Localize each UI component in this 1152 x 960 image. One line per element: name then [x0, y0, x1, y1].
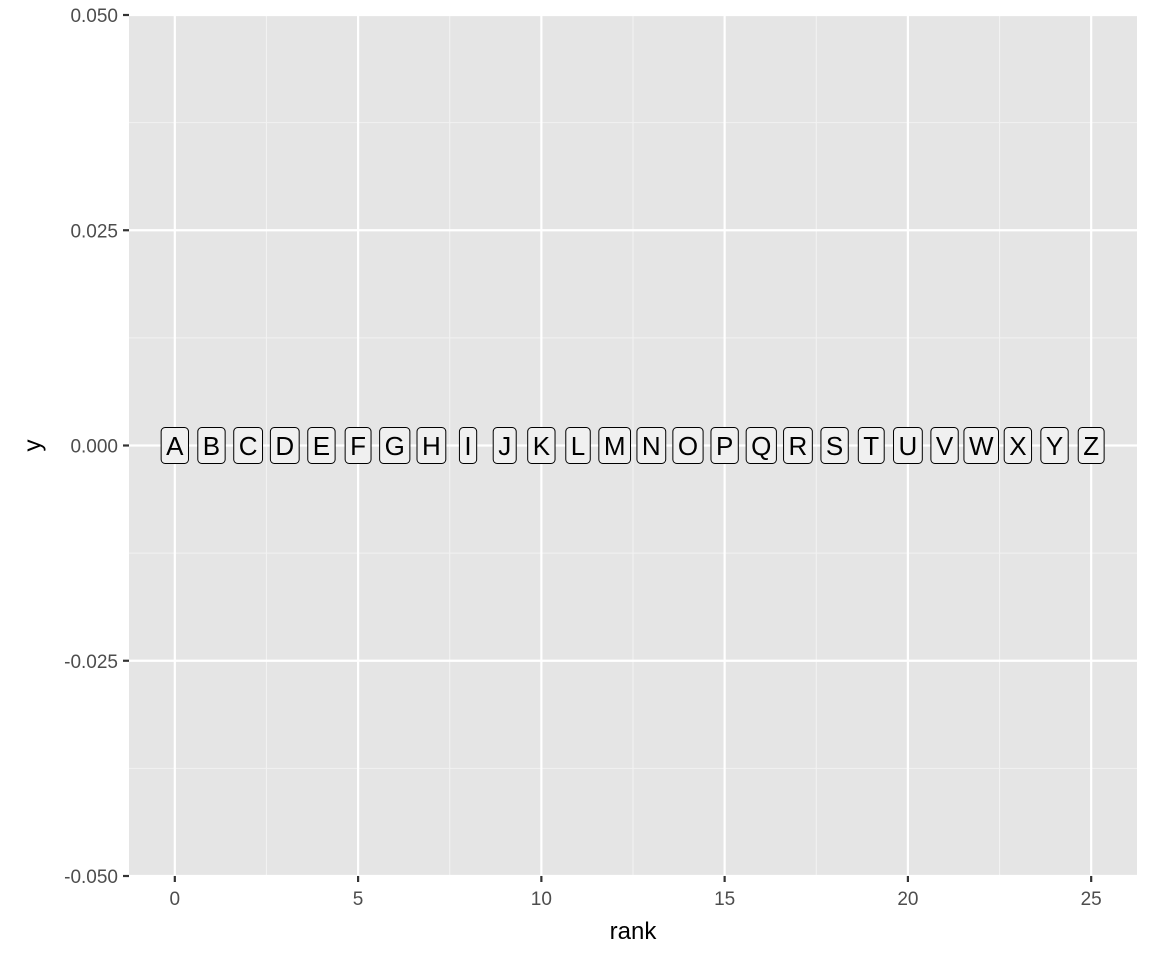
x-axis: 0 5 10 15 20 25 — [170, 876, 1102, 910]
point-label: Y — [1040, 427, 1069, 464]
label-box — [269, 427, 300, 464]
point-label: U — [893, 427, 923, 464]
x-tick-label: 5 — [353, 889, 364, 910]
point-label: D — [269, 427, 300, 464]
point-label: J — [492, 427, 517, 464]
point-label: P — [710, 427, 739, 464]
y-axis-title: y — [19, 440, 46, 452]
label-text: V — [936, 431, 954, 461]
label-text: Y — [1046, 431, 1063, 461]
label-text: L — [571, 431, 585, 461]
point-label: T — [857, 427, 885, 464]
point-label: A — [160, 427, 189, 464]
label-box — [379, 427, 411, 464]
label-text: E — [313, 431, 330, 461]
point-label: C — [233, 427, 264, 464]
label-text: Q — [751, 431, 771, 461]
x-tick-label: 10 — [531, 889, 552, 910]
label-text: D — [275, 431, 294, 461]
label-box — [820, 427, 849, 464]
y-tick-label: -0.025 — [64, 652, 118, 673]
label-box — [458, 427, 478, 464]
label-box — [930, 427, 959, 464]
label-text: A — [166, 431, 184, 461]
label-box — [598, 427, 632, 464]
y-tick-label: -0.050 — [64, 867, 118, 888]
label-text: S — [826, 431, 843, 461]
label-box — [893, 427, 923, 464]
point-label: E — [307, 427, 336, 464]
label-text: O — [678, 431, 698, 461]
x-tick-label: 0 — [170, 889, 181, 910]
point-label: O — [672, 427, 704, 464]
point-label: Q — [745, 427, 777, 464]
label-box — [160, 427, 189, 464]
label-text: T — [863, 431, 879, 461]
label-box — [857, 427, 885, 464]
y-axis: -0.050 -0.025 0.000 0.025 0.050 — [64, 6, 129, 888]
label-box — [344, 427, 372, 464]
point-label: M — [598, 427, 632, 464]
label-box — [963, 427, 999, 464]
label-box — [492, 427, 517, 464]
point-label: L — [565, 427, 591, 464]
label-box — [527, 427, 556, 464]
y-tick-label: 0.000 — [70, 437, 118, 458]
y-tick-label: 0.050 — [70, 6, 118, 27]
label-text: M — [604, 431, 626, 461]
label-box — [783, 427, 813, 464]
point-label: S — [820, 427, 849, 464]
label-text: G — [385, 431, 405, 461]
label-box — [1040, 427, 1069, 464]
point-label: W — [963, 427, 999, 464]
point-label: I — [458, 427, 478, 464]
x-tick-label: 20 — [897, 889, 918, 910]
x-axis-title: rank — [610, 918, 658, 945]
label-text: X — [1009, 431, 1026, 461]
point-label: H — [416, 427, 447, 464]
point-label: V — [930, 427, 959, 464]
label-box — [1003, 427, 1033, 464]
x-tick-label: 15 — [714, 889, 735, 910]
label-box — [416, 427, 447, 464]
label-text: H — [422, 431, 441, 461]
y-tick-label: 0.025 — [70, 221, 118, 242]
label-box — [197, 427, 226, 464]
label-text: W — [969, 431, 994, 461]
point-label: F — [344, 427, 372, 464]
label-box — [307, 427, 336, 464]
label-text: Z — [1083, 431, 1099, 461]
point-label: R — [783, 427, 813, 464]
label-text: K — [533, 431, 551, 461]
point-label: B — [197, 427, 226, 464]
label-text: P — [716, 431, 733, 461]
label-box — [672, 427, 704, 464]
x-tick-label: 25 — [1081, 889, 1102, 910]
label-text: I — [464, 431, 471, 461]
label-box — [710, 427, 739, 464]
label-box — [636, 427, 667, 464]
point-label: Z — [1077, 427, 1105, 464]
point-label: K — [527, 427, 556, 464]
label-text: J — [498, 431, 511, 461]
label-box — [565, 427, 591, 464]
point-label: G — [379, 427, 411, 464]
label-text: R — [789, 431, 808, 461]
label-box — [1077, 427, 1105, 464]
point-label: N — [636, 427, 667, 464]
label-text: C — [239, 431, 258, 461]
label-text: N — [642, 431, 661, 461]
label-box — [233, 427, 264, 464]
label-box — [745, 427, 777, 464]
label-text: U — [899, 431, 918, 461]
label-text: B — [203, 431, 220, 461]
label-text: F — [350, 431, 366, 461]
point-label: X — [1003, 427, 1033, 464]
